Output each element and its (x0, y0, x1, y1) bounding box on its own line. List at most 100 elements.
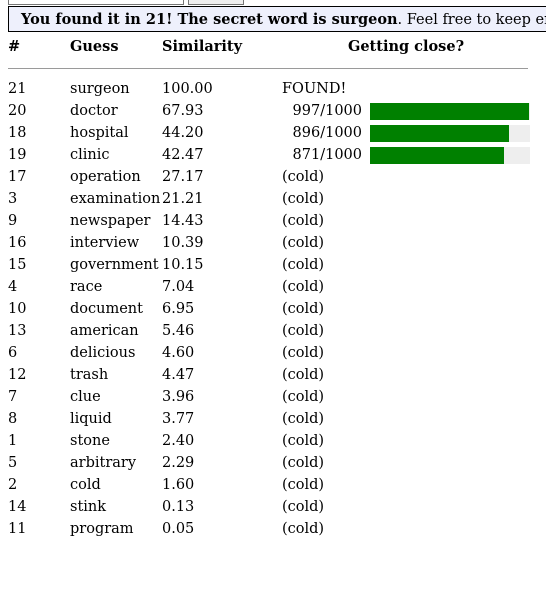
proximity-cold: (cold) (282, 455, 325, 471)
guess-similarity: 67.93 (162, 103, 204, 119)
guess-number: 18 (8, 125, 27, 141)
guess-word: examination (70, 191, 161, 207)
guess-number: 4 (8, 279, 18, 295)
guess-button-stub[interactable] (188, 0, 244, 5)
guess-word: arbitrary (70, 455, 137, 471)
proximity-bar-fill (370, 102, 530, 120)
guess-input-stub[interactable] (8, 0, 184, 5)
guess-word: clue (70, 389, 101, 405)
guess-word: stink (70, 499, 107, 515)
proximity-bar (370, 102, 530, 120)
proximity-bar (370, 124, 530, 142)
guess-row: 19 clinic 42.47 871/1000 (8, 144, 530, 166)
banner-bold-text: You found it in 21! The secret word is s… (21, 11, 398, 28)
guess-similarity: 14.43 (162, 213, 204, 229)
guess-similarity: 0.13 (162, 499, 195, 515)
proximity-cold: (cold) (282, 477, 325, 493)
guess-similarity: 3.77 (162, 411, 195, 427)
guess-word: stone (70, 433, 110, 449)
guess-similarity: 6.95 (162, 301, 195, 317)
proximity-cold: (cold) (282, 169, 325, 185)
proximity-cold: (cold) (282, 235, 325, 251)
found-label: FOUND! (282, 81, 347, 97)
guess-proximity: (cold) (282, 320, 530, 342)
guess-proximity: (cold) (282, 188, 530, 210)
guess-proximity: (cold) (282, 298, 530, 320)
banner-rest-text: . Feel free to keep entering words (397, 12, 546, 28)
guess-row: 17 operation 27.17 (cold) (8, 166, 530, 188)
guess-proximity: (cold) (282, 364, 530, 386)
guess-word: hospital (70, 125, 129, 141)
guess-row: 13 american 5.46 (cold) (8, 320, 530, 342)
guess-proximity: FOUND! (282, 78, 530, 100)
proximity-cold: (cold) (282, 521, 325, 537)
guess-row: 11 program 0.05 (cold) (8, 518, 530, 540)
guess-number: 1 (8, 433, 18, 449)
proximity-rank: 997/1000 (292, 103, 362, 119)
guess-similarity: 1.60 (162, 477, 195, 493)
guess-similarity: 7.04 (162, 279, 195, 295)
header-num: # (8, 37, 21, 55)
guess-word: surgeon (70, 81, 130, 97)
guess-proximity: (cold) (282, 232, 530, 254)
guess-number: 5 (8, 455, 18, 471)
guess-row: 9 newspaper 14.43 (cold) (8, 210, 530, 232)
proximity-cold: (cold) (282, 367, 325, 383)
guess-proximity: 997/1000 (282, 100, 530, 122)
proximity-rank: 896/1000 (292, 125, 362, 141)
guess-row: 18 hospital 44.20 896/1000 (8, 122, 530, 144)
guess-proximity: (cold) (282, 474, 530, 496)
proximity-cold: (cold) (282, 499, 325, 515)
guess-row: 21 surgeon 100.00 FOUND! (8, 78, 530, 100)
guess-number: 9 (8, 213, 18, 229)
guess-word: race (70, 279, 103, 295)
guess-row: 5 arbitrary 2.29 (cold) (8, 452, 530, 474)
guess-proximity: (cold) (282, 342, 530, 364)
guess-row: 15 government 10.15 (cold) (8, 254, 530, 276)
guess-proximity: (cold) (282, 496, 530, 518)
guess-number: 16 (8, 235, 27, 251)
guess-row: 12 trash 4.47 (cold) (8, 364, 530, 386)
guess-proximity: (cold) (282, 408, 530, 430)
guess-similarity: 4.60 (162, 345, 195, 361)
guess-similarity: 5.46 (162, 323, 195, 339)
guess-similarity: 2.29 (162, 455, 195, 471)
guess-number: 10 (8, 301, 27, 317)
guess-number: 21 (8, 81, 27, 97)
table-header-row: # Guess Similarity Getting close? (8, 34, 530, 58)
guess-number: 3 (8, 191, 18, 207)
proximity-bar-fill (370, 146, 504, 164)
guess-row: 2 cold 1.60 (cold) (8, 474, 530, 496)
guess-number: 11 (8, 521, 27, 537)
guess-number: 13 (8, 323, 27, 339)
guess-word: trash (70, 367, 109, 383)
guess-proximity: (cold) (282, 518, 530, 540)
proximity-bar (370, 146, 530, 164)
guess-word: document (70, 301, 143, 317)
proximity-cold: (cold) (282, 257, 325, 273)
proximity-bar-fill (370, 124, 510, 142)
guess-word: american (70, 323, 139, 339)
guess-number: 19 (8, 147, 27, 163)
proximity-cold: (cold) (282, 345, 325, 361)
proximity-cold: (cold) (282, 301, 325, 317)
proximity-cold: (cold) (282, 213, 325, 229)
top-controls (0, 0, 546, 6)
guess-proximity: 896/1000 (282, 122, 530, 144)
guess-word: cold (70, 477, 101, 493)
guess-row: 3 examination 21.21 (cold) (8, 188, 530, 210)
guess-similarity: 4.47 (162, 367, 195, 383)
guess-similarity: 3.96 (162, 389, 195, 405)
guess-word: doctor (70, 103, 118, 119)
guess-similarity: 0.05 (162, 521, 195, 537)
proximity-cold: (cold) (282, 389, 325, 405)
guess-similarity: 44.20 (162, 125, 204, 141)
guess-row: 20 doctor 67.93 997/1000 (8, 100, 530, 122)
guess-number: 2 (8, 477, 18, 493)
guess-proximity: (cold) (282, 386, 530, 408)
guess-number: 20 (8, 103, 27, 119)
guess-word: liquid (70, 411, 112, 427)
proximity-rank: 871/1000 (292, 147, 362, 163)
guess-word: government (70, 257, 159, 273)
header-guess: Guess (70, 37, 119, 55)
